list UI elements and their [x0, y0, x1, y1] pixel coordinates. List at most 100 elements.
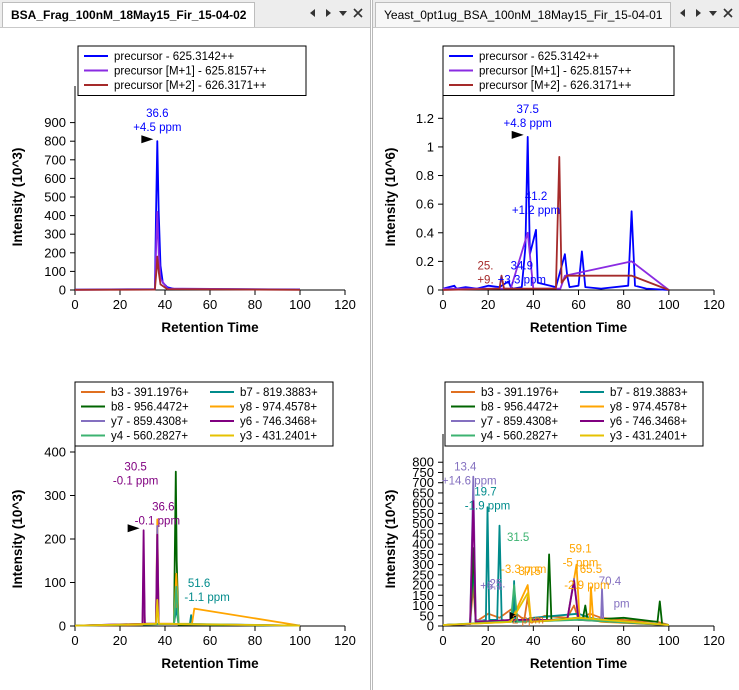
- peak-annotation: -5 ppm: [563, 558, 599, 570]
- legend-label: precursor [M+2] - 626.3171++: [479, 80, 632, 92]
- x-tick-label: 100: [658, 297, 680, 312]
- x-tick-label: 60: [571, 297, 585, 312]
- peak-annotation: 65.5: [580, 564, 602, 576]
- peak-annotation: +9.: [477, 275, 493, 287]
- legend-label: precursor - 625.3142++: [114, 51, 234, 63]
- legend-box: [77, 45, 307, 96]
- y-tick-label: 500: [412, 516, 434, 531]
- close-icon[interactable]: [351, 4, 364, 22]
- dropdown-arrow-icon[interactable]: [706, 4, 719, 22]
- x-tick-label: 40: [526, 633, 540, 648]
- peak-annotation: 30.5: [124, 461, 146, 473]
- peak-annotation: 51.6: [188, 578, 210, 590]
- x-tick-label: 40: [526, 297, 540, 312]
- series-line-3: [74, 255, 301, 291]
- peak-annotation: 59.1: [569, 544, 591, 556]
- legend-box: [74, 381, 334, 447]
- y-tick-label: 400: [44, 445, 66, 460]
- y-axis-label: Intensity (10^3): [10, 490, 25, 589]
- x-tick-label: 40: [158, 297, 172, 312]
- series-line-8: [442, 592, 669, 626]
- y-tick-label: 200: [412, 578, 434, 593]
- legend-label: y7 - 859.4308+: [111, 416, 188, 428]
- legend-label: y3 - 431.2401+: [610, 431, 687, 443]
- tab-bsa-frag[interactable]: BSA_Frag_100nM_18May15_Fir_15-04-02: [2, 2, 256, 27]
- peak-annotation: +4.5 ppm: [133, 122, 181, 134]
- series-line-8: [74, 598, 301, 627]
- legend-label: y6 - 746.3468+: [610, 416, 687, 428]
- peak-annotation: -1.9 ppm: [465, 500, 510, 512]
- peak-annotation: 70.4: [599, 576, 622, 588]
- left-document-pane: BSA_Frag_100nM_18May15_Fir_15-04-02 prec…: [0, 0, 371, 690]
- peak-annotation: -0.1 ppm: [113, 475, 158, 487]
- y-tick-label: 0.8: [416, 168, 434, 183]
- x-tick-label: 100: [289, 297, 311, 312]
- legend-label: b7 - 819.3883+: [610, 387, 688, 399]
- legend-label: y4 - 560.2827+: [111, 431, 188, 443]
- chart-left-bottom: b3 - 391.1976+ b7 - 819.3883+ b8 - 956.447…: [10, 381, 356, 671]
- legend-label: b8 - 956.4472+: [111, 402, 189, 414]
- x-tick-label: 60: [203, 633, 217, 648]
- legend-label: y4 - 560.2827+: [481, 431, 558, 443]
- y-tick-label: 700: [412, 475, 434, 490]
- y-tick-label: 50: [420, 608, 434, 623]
- y-tick-label: 300: [44, 488, 66, 503]
- x-tick-label: 0: [71, 633, 78, 648]
- y-tick-label: 200: [44, 245, 66, 260]
- arrow-right-icon[interactable]: [691, 4, 704, 22]
- peak-annotation: pm: [614, 598, 630, 610]
- legend-label: b7 - 819.3883+: [240, 387, 318, 399]
- x-tick-label: 20: [113, 297, 127, 312]
- x-tick-label: 60: [571, 633, 585, 648]
- tab-controls: [306, 4, 364, 22]
- y-tick-label: 100: [412, 598, 434, 613]
- x-tick-label: 100: [289, 633, 311, 648]
- series-line-5: [74, 524, 301, 627]
- right-document-pane: Yeast_0pt1ug_BSA_100nM_18May15_Fir_15-04…: [372, 0, 739, 690]
- tab-yeast[interactable]: Yeast_0pt1ug_BSA_100nM_18May15_Fir_15-04…: [375, 2, 672, 27]
- legend-label: b3 - 391.1976+: [111, 387, 189, 399]
- x-tick-label: 100: [658, 633, 680, 648]
- y-axis-label: Intensity (10^6): [383, 148, 398, 247]
- peak-marker: [141, 135, 154, 144]
- y-tick-label: 700: [44, 152, 66, 167]
- y-tick-label: 0.6: [416, 197, 434, 212]
- y-tick-label: 800: [44, 134, 66, 149]
- x-tick-label: 80: [616, 633, 630, 648]
- peak-annotation: +1.2 ppm: [512, 205, 560, 217]
- x-tick-label: 120: [703, 297, 725, 312]
- y-tick-label: 250: [412, 567, 434, 582]
- peak-annotation: 19.7: [474, 486, 496, 498]
- y-tick-label: 100: [44, 264, 66, 279]
- y-tick-label: 1: [427, 139, 434, 154]
- y-tick-label: 500: [44, 190, 66, 205]
- x-tick-label: 40: [158, 633, 172, 648]
- y-tick-label: 1.2: [416, 111, 434, 126]
- legend-label: precursor [M+1] - 625.8157++: [114, 66, 267, 78]
- y-tick-label: 600: [412, 496, 434, 511]
- arrow-right-icon[interactable]: [321, 4, 334, 22]
- series-line-3: [442, 155, 670, 291]
- x-tick-label: 20: [481, 297, 495, 312]
- x-tick-label: 80: [248, 633, 262, 648]
- arrow-left-icon[interactable]: [676, 4, 689, 22]
- legend-label: y6 - 746.3468+: [240, 416, 317, 428]
- y-tick-label: 650: [412, 485, 434, 500]
- peak-annotation: +4.8 ppm: [504, 118, 552, 130]
- peak-annotation: -0.1 ppm: [135, 516, 180, 528]
- peak-annotation: 41.2: [525, 191, 547, 203]
- x-tick-label: 80: [248, 297, 262, 312]
- series-line-2: [74, 210, 301, 291]
- arrow-left-icon[interactable]: [306, 4, 319, 22]
- x-tick-label: 120: [334, 633, 356, 648]
- peak-annotation: 37.5: [518, 566, 540, 578]
- y-tick-label: 0: [427, 283, 434, 298]
- peak-marker: [511, 130, 524, 139]
- y-tick-label: 400: [44, 208, 66, 223]
- close-icon[interactable]: [721, 4, 734, 22]
- dropdown-arrow-icon[interactable]: [336, 4, 349, 22]
- series-line-3: [442, 547, 669, 626]
- legend-box: [442, 45, 675, 96]
- peak-annotation: -3.3 ppm: [501, 564, 546, 576]
- tab-controls: [676, 4, 734, 22]
